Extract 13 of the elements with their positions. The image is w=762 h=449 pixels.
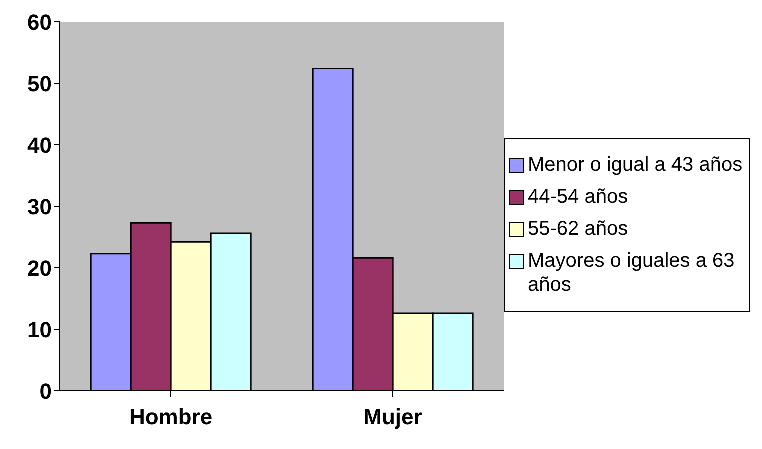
- legend-label: Mayores o iguales a 63 años: [528, 248, 736, 296]
- x-tick-label: Hombre: [129, 404, 213, 430]
- y-tick-label: 30: [28, 194, 52, 220]
- y-tick-label: 40: [28, 132, 52, 158]
- legend-label: 44-54 años: [528, 184, 628, 208]
- legend-label: Menor o igual a 43 años: [528, 152, 743, 176]
- y-tick-label: 0: [40, 378, 52, 404]
- y-tick-label: 50: [28, 71, 52, 96]
- x-tick-label: Mujer: [364, 404, 423, 430]
- y-tick-label: 10: [28, 317, 52, 342]
- y-tick-label: 60: [28, 10, 52, 35]
- legend-label: 55-62 años: [528, 216, 628, 240]
- y-tick-label: 20: [28, 256, 52, 281]
